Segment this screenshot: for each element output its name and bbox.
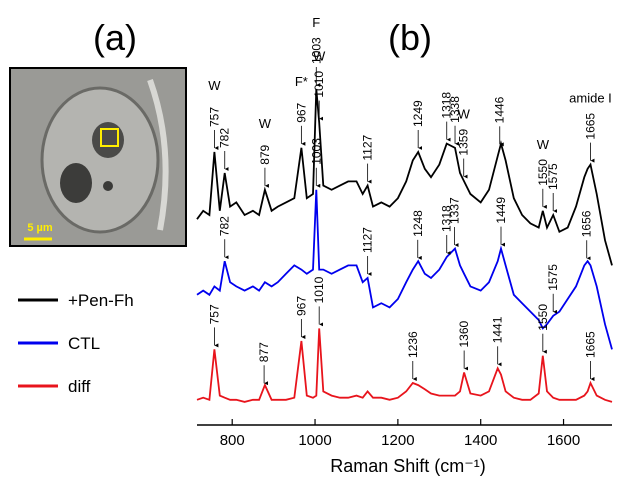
panel-label: (b) <box>388 17 432 58</box>
peak-note: W <box>458 107 471 122</box>
peak-label: 1575 <box>546 163 560 190</box>
spectrum <box>196 189 613 350</box>
legend-label: CTL <box>68 334 100 353</box>
x-tick-label: 1400 <box>464 432 497 449</box>
peak-note: W <box>208 78 221 93</box>
peak-label: 1446 <box>493 96 507 123</box>
x-tick-label: 1600 <box>547 432 580 449</box>
peak-label: 1127 <box>361 227 375 253</box>
x-axis-label: Raman Shift (cm⁻¹) <box>330 456 486 476</box>
peak-label: 757 <box>207 107 221 127</box>
peak-label: 1318 <box>440 92 454 119</box>
peak-label: 1449 <box>494 197 508 224</box>
peak-note: F* <box>295 74 308 89</box>
peak-label: 1248 <box>411 210 425 237</box>
peak-label: 1656 <box>580 210 594 237</box>
legend-label: diff <box>68 377 91 396</box>
panel-label: (a) <box>93 17 137 58</box>
peak-label: 1249 <box>411 100 425 127</box>
peak-label: 782 <box>218 128 232 148</box>
peak-label: 879 <box>258 144 272 164</box>
legend-label: +Pen-Fh <box>68 291 134 310</box>
peak-label: 1359 <box>457 129 471 156</box>
peak-label: 1360 <box>457 320 471 347</box>
peak-note: amide I <box>569 91 612 106</box>
peak-note: W <box>259 116 272 131</box>
peak-label: 1337 <box>448 197 462 224</box>
peak-label: 757 <box>207 304 221 324</box>
x-tick-label: 1000 <box>298 432 331 449</box>
peak-label: 1338 <box>448 96 462 123</box>
peak-label: 1236 <box>406 331 420 358</box>
peak-label: 1550 <box>536 304 550 331</box>
peak-label: 967 <box>294 296 308 316</box>
peak-label: 1127 <box>361 134 375 160</box>
peak-label: 877 <box>257 342 271 362</box>
scale-bar-label: 5 µm <box>27 222 53 234</box>
peak-label: 1003 <box>309 37 323 64</box>
peak-label: 1665 <box>583 113 597 140</box>
peak-label: 967 <box>294 102 308 122</box>
micrograph <box>9 67 187 247</box>
peak-label: 1010 <box>312 71 326 98</box>
spectrum <box>196 328 613 403</box>
peak-label: 1003 <box>309 138 323 165</box>
peak-label: 1550 <box>536 159 550 186</box>
peak-label: 1318 <box>440 205 454 232</box>
x-tick-label: 800 <box>220 432 245 449</box>
peak-label: 1575 <box>546 264 560 291</box>
peak-note: W <box>537 137 550 152</box>
peak-label: 1441 <box>491 316 505 343</box>
x-tick-label: 1200 <box>381 432 414 449</box>
peak-note: F <box>312 15 320 30</box>
peak-label: 782 <box>218 216 232 236</box>
peak-note: W <box>313 49 326 64</box>
peak-label: 1010 <box>312 276 326 303</box>
spectrum <box>196 88 613 266</box>
peak-label: 1665 <box>583 331 597 358</box>
